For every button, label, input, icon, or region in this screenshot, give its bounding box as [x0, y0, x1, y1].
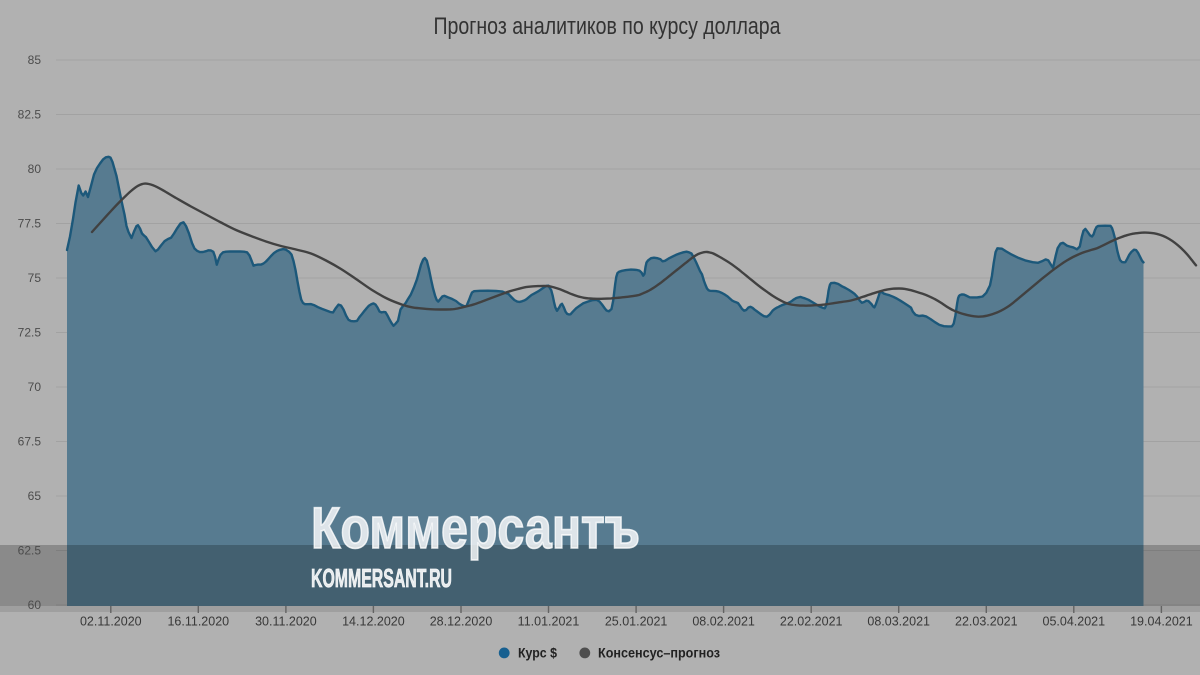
svg-text:72.5: 72.5 [18, 326, 42, 340]
svg-text:Курс $: Курс $ [518, 646, 557, 661]
svg-text:Консенсус–прогноз: Консенсус–прогноз [598, 646, 720, 661]
svg-text:16.11.2020: 16.11.2020 [167, 615, 229, 629]
svg-text:30.11.2020: 30.11.2020 [255, 615, 317, 629]
svg-text:67.5: 67.5 [18, 435, 42, 449]
svg-text:KOMMERSANT.RU: KOMMERSANT.RU [311, 563, 452, 593]
svg-text:62.5: 62.5 [18, 544, 42, 558]
svg-text:65: 65 [28, 489, 42, 503]
svg-text:22.03.2021: 22.03.2021 [955, 615, 1018, 629]
svg-text:70: 70 [28, 380, 42, 394]
svg-text:28.12.2020: 28.12.2020 [430, 615, 493, 629]
svg-text:22.02.2021: 22.02.2021 [780, 615, 843, 629]
svg-text:Коммерсантъ: Коммерсантъ [311, 496, 640, 561]
svg-text:75: 75 [28, 271, 42, 285]
svg-text:19.04.2021: 19.04.2021 [1130, 615, 1193, 629]
svg-text:80: 80 [28, 162, 42, 176]
svg-text:77.5: 77.5 [18, 217, 42, 231]
svg-text:08.03.2021: 08.03.2021 [867, 615, 930, 629]
svg-text:Прогноз аналитиков по курсу до: Прогноз аналитиков по курсу доллара [434, 13, 782, 40]
svg-text:25.01.2021: 25.01.2021 [605, 615, 668, 629]
svg-text:82.5: 82.5 [18, 108, 42, 122]
svg-text:02.11.2020: 02.11.2020 [80, 615, 142, 629]
svg-text:11.01.2021: 11.01.2021 [518, 615, 580, 629]
svg-text:85: 85 [28, 53, 42, 67]
svg-text:60: 60 [28, 598, 42, 612]
svg-text:14.12.2020: 14.12.2020 [342, 615, 405, 629]
svg-text:05.04.2021: 05.04.2021 [1043, 615, 1106, 629]
svg-text:08.02.2021: 08.02.2021 [692, 615, 755, 629]
